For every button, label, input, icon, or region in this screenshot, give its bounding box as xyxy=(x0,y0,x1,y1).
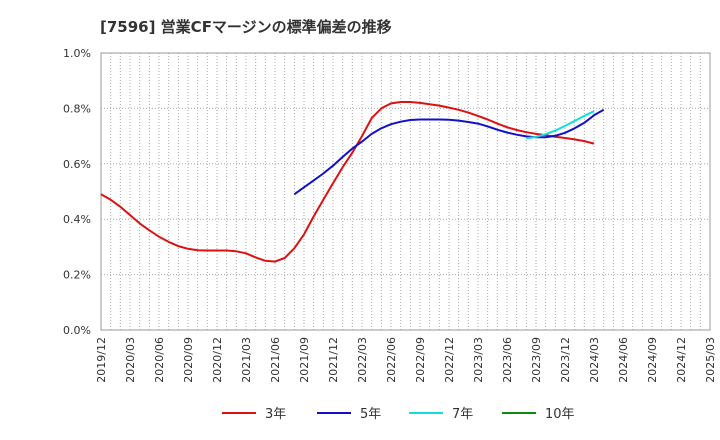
y-axis: 0.0% 0.2% 0.4% 0.6% 0.8% 1.0% xyxy=(63,47,91,337)
y-tick-label: 0.6% xyxy=(63,158,91,171)
x-tick-label: 2021/09 xyxy=(298,337,311,383)
y-tick-label: 1.0% xyxy=(63,47,91,60)
x-tick-label: 2023/03 xyxy=(472,337,485,383)
legend-label: 3年 xyxy=(265,407,286,422)
x-tick-label: 2023/09 xyxy=(530,337,543,383)
y-tick-label: 0.4% xyxy=(63,213,91,226)
x-tick-label: 2022/03 xyxy=(356,337,369,383)
x-axis: 2019/12 2020/03 2020/06 2020/09 2020/12 2021/… xyxy=(95,337,717,383)
x-tick-label: 2022/09 xyxy=(414,337,427,383)
legend-label: 5年 xyxy=(360,407,381,422)
series-line xyxy=(293,108,605,196)
series-line xyxy=(526,110,595,140)
x-tick-label: 2022/06 xyxy=(385,337,398,383)
legend-label: 7年 xyxy=(452,407,473,422)
x-tick-label: 2020/06 xyxy=(153,337,166,383)
x-tick-label: 2024/06 xyxy=(617,337,630,383)
y-tick-label: 0.2% xyxy=(63,269,91,282)
x-tick-label: 2023/06 xyxy=(501,337,514,383)
x-tick-label: 2020/03 xyxy=(124,337,137,383)
x-tick-label: 2024/09 xyxy=(646,337,659,383)
x-tick-label: 2021/03 xyxy=(240,337,253,383)
x-tick-label: 2025/03 xyxy=(704,337,717,383)
legend-label: 10年 xyxy=(545,407,575,422)
x-tick-label: 2022/12 xyxy=(443,337,456,383)
x-tick-label: 2020/12 xyxy=(211,337,224,383)
y-tick-label: 0.0% xyxy=(63,324,91,337)
plot-frame xyxy=(100,52,711,331)
legend: 3年 5年 7年 10年 xyxy=(222,407,575,422)
grid xyxy=(101,53,710,330)
x-tick-label: 2024/12 xyxy=(675,337,688,383)
x-tick-label: 2023/12 xyxy=(559,337,572,383)
x-tick-label: 2021/12 xyxy=(327,337,340,383)
series-line xyxy=(100,101,595,263)
y-tick-label: 0.8% xyxy=(63,102,91,115)
x-tick-label: 2020/09 xyxy=(182,337,195,383)
chart-title: [7596] 営業CFマージンの標準偏差の推移 xyxy=(100,18,392,36)
series-lines xyxy=(100,101,605,263)
x-tick-label: 2024/03 xyxy=(588,337,601,383)
x-tick-label: 2019/12 xyxy=(95,337,108,383)
x-tick-label: 2021/06 xyxy=(269,337,282,383)
